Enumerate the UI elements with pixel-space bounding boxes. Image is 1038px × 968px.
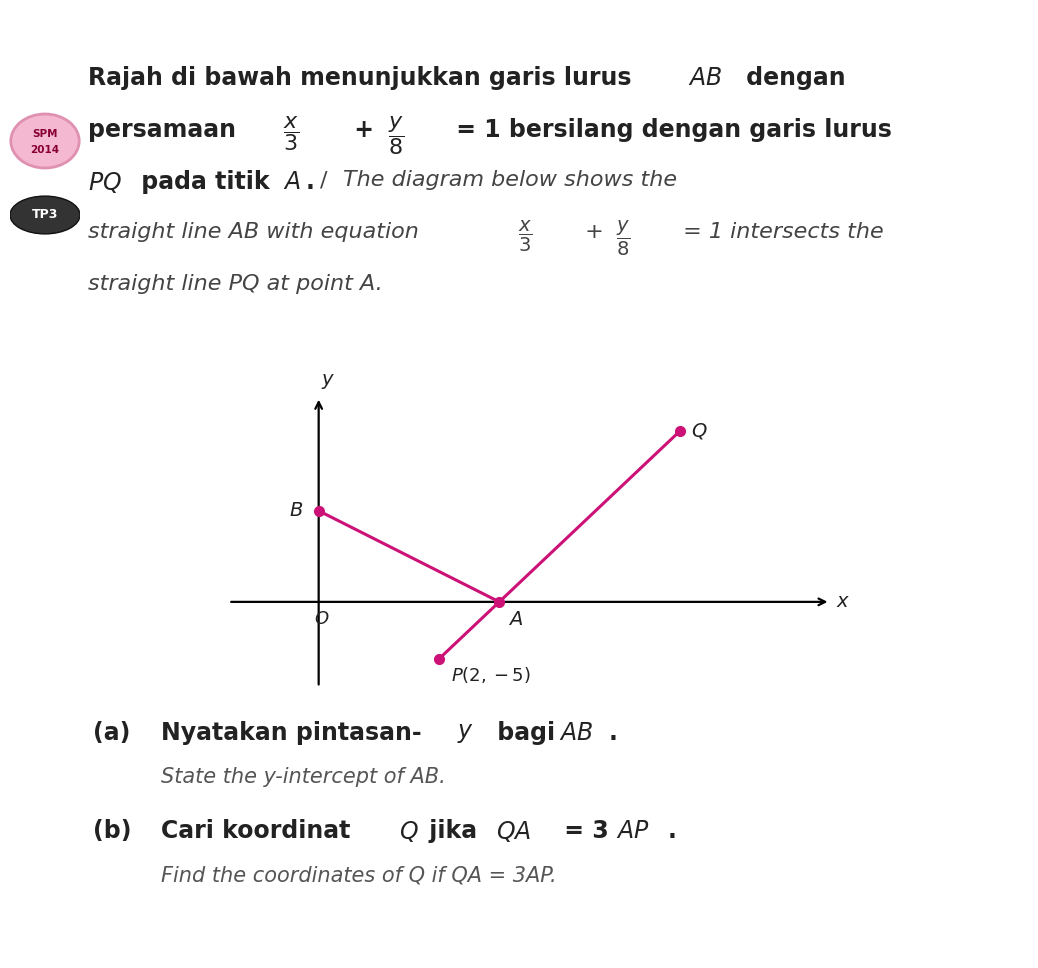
Text: +: +	[346, 118, 382, 142]
Text: Nyatakan pintasan-: Nyatakan pintasan-	[161, 721, 421, 745]
Text: $\dfrac{x}{3}$: $\dfrac{x}{3}$	[518, 219, 532, 254]
Text: TP3: TP3	[32, 208, 58, 222]
Text: $PQ$: $PQ$	[88, 170, 121, 195]
Text: Rajah di bawah menunjukkan garis lurus: Rajah di bawah menunjukkan garis lurus	[88, 66, 639, 90]
Text: The diagram below shows the: The diagram below shows the	[343, 170, 677, 190]
Text: (a): (a)	[93, 721, 131, 745]
Text: $AB$: $AB$	[688, 66, 722, 90]
Text: .: .	[667, 819, 677, 843]
Text: Cari koordinat: Cari koordinat	[161, 819, 358, 843]
Text: $x$: $x$	[837, 592, 850, 612]
Text: jika: jika	[420, 819, 485, 843]
Text: $AP$: $AP$	[616, 819, 650, 843]
Text: $\dfrac{x}{3}$: $\dfrac{x}{3}$	[283, 114, 300, 153]
Text: $B$: $B$	[290, 501, 304, 520]
Text: $O$: $O$	[315, 610, 329, 628]
Text: = 3: = 3	[556, 819, 608, 843]
Text: SPM: SPM	[32, 129, 58, 138]
Text: $A$: $A$	[283, 170, 301, 194]
Text: straight line PQ at point A.: straight line PQ at point A.	[88, 274, 383, 294]
Text: $Q$: $Q$	[690, 421, 707, 441]
Text: 2014: 2014	[30, 145, 59, 155]
Text: straight line AB with equation: straight line AB with equation	[88, 222, 426, 242]
Text: .: .	[609, 721, 618, 745]
Circle shape	[10, 114, 79, 168]
Text: Find the coordinates of Q if QA = 3AP.: Find the coordinates of Q if QA = 3AP.	[161, 865, 556, 885]
Text: 1: 1	[26, 40, 52, 74]
Text: persamaan: persamaan	[88, 118, 244, 142]
Text: $A$: $A$	[509, 610, 523, 629]
Text: = 1 intersects the: = 1 intersects the	[676, 222, 883, 242]
Text: = 1 bersilang dengan garis lurus: = 1 bersilang dengan garis lurus	[448, 118, 892, 142]
Text: $\dfrac{y}{8}$: $\dfrac{y}{8}$	[616, 219, 631, 258]
Text: $QA$: $QA$	[496, 819, 531, 844]
Text: $y$: $y$	[321, 372, 335, 391]
Text: $Q$: $Q$	[399, 819, 418, 844]
Text: .: .	[306, 170, 323, 194]
Text: dengan: dengan	[738, 66, 846, 90]
Text: State the y-intercept of AB.: State the y-intercept of AB.	[161, 768, 445, 787]
Text: $AB$: $AB$	[558, 721, 593, 745]
Text: /: /	[320, 170, 334, 190]
Text: pada titik: pada titik	[133, 170, 278, 194]
Text: $y$: $y$	[457, 721, 473, 745]
Text: bagi: bagi	[489, 721, 564, 745]
Text: (b): (b)	[93, 819, 132, 843]
Ellipse shape	[10, 197, 80, 234]
Text: $P(2, -5)$: $P(2, -5)$	[452, 664, 530, 684]
Text: $\dfrac{y}{8}$: $\dfrac{y}{8}$	[388, 114, 405, 157]
Text: +: +	[578, 222, 611, 242]
